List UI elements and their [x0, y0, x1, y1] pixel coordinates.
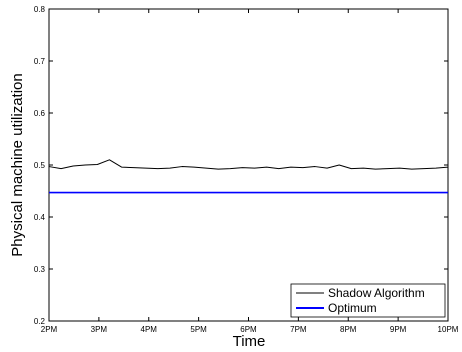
x-tick-label: 2PM [41, 325, 58, 334]
y-tick-label: 0.7 [34, 57, 46, 66]
x-axis-title: Time [233, 333, 266, 350]
y-tick-label: 0.3 [34, 265, 46, 274]
x-tick-label: 4PM [141, 325, 158, 334]
y-tick-label: 0.6 [34, 109, 46, 118]
y-axis-ticks: 0.2 0.3 0.4 0.5 0.6 0.7 0.8 [34, 5, 448, 326]
y-axis-title: Physical machine utilization [9, 73, 26, 256]
x-tick-label: 10PM [438, 325, 459, 334]
legend: Shadow Algorithm Optimum [290, 283, 446, 318]
legend-label-shadow-algorithm: Shadow Algorithm [328, 286, 425, 300]
x-tick-label: 9PM [390, 325, 407, 334]
plot-area [48, 8, 449, 322]
x-tick-label: 7PM [290, 325, 307, 334]
y-tick-label: 0.5 [34, 161, 46, 170]
series-layer [48, 159, 449, 194]
y-tick-label: 0.8 [34, 5, 46, 14]
legend-box [290, 283, 446, 318]
x-tick-label: 3PM [91, 325, 108, 334]
x-tick-label: 5PM [190, 325, 207, 334]
y-tick-label: 0.4 [34, 213, 46, 222]
legend-label-optimum: Optimum [328, 301, 377, 315]
y-tick-label: 0.2 [34, 317, 46, 326]
x-tick-label: 8PM [340, 325, 357, 334]
series-line-shadow-algorithm [48, 159, 449, 170]
x-axis-ticks: 2PM 3PM 4PM 5PM 6PM 7PM 8PM 9PM 10PM [41, 9, 459, 334]
x-tick-label: 6PM [240, 325, 257, 334]
